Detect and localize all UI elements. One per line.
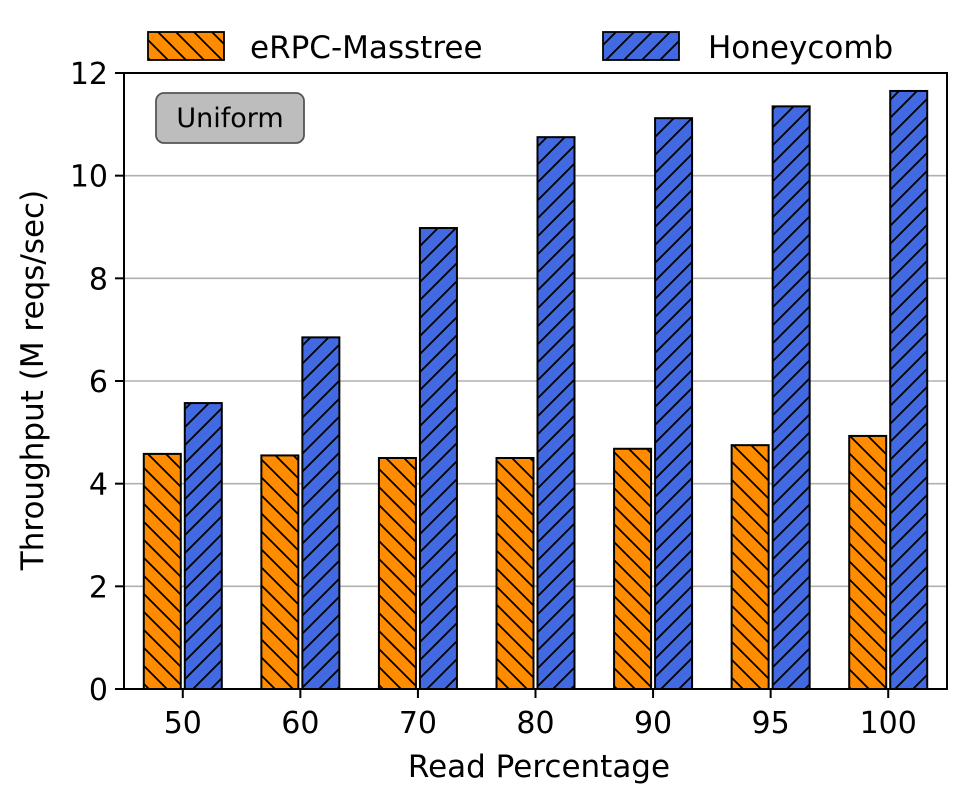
x-tick-label: 70 bbox=[399, 706, 437, 741]
bar-hatch-erpc-masstree-100 bbox=[848, 434, 888, 690]
y-tick-label: 4 bbox=[89, 468, 108, 503]
y-tick-label: 2 bbox=[89, 570, 108, 605]
annotation-box: Uniform bbox=[155, 92, 305, 144]
x-tick-label: 95 bbox=[752, 706, 790, 741]
legend-swatch-hatch-erpc-masstree bbox=[148, 32, 224, 60]
x-tick-label: 80 bbox=[516, 706, 554, 741]
bar-hatch-honeycomb-60 bbox=[301, 336, 341, 690]
axis-ticks: 0 2 4 6 8 10 12 50 60 70 80 90 95 100 bbox=[70, 57, 917, 741]
bar-hatch-erpc-masstree-60 bbox=[260, 454, 300, 690]
bar-hatch-erpc-masstree-70 bbox=[377, 457, 417, 690]
bar-hatch-honeycomb-80 bbox=[536, 136, 576, 690]
bar-hatch-honeycomb-95 bbox=[771, 105, 811, 691]
x-tick-label: 100 bbox=[860, 706, 917, 741]
annotation-text: Uniform bbox=[176, 103, 283, 134]
bar-hatch-honeycomb-90 bbox=[654, 117, 694, 690]
legend: eRPC-Masstree Honeycomb bbox=[147, 30, 893, 66]
bar-hatch-erpc-masstree-95 bbox=[730, 444, 770, 690]
bar-hatch-honeycomb-70 bbox=[418, 227, 458, 690]
y-tick-label: 6 bbox=[89, 365, 108, 400]
bar-hatch-honeycomb-100 bbox=[889, 89, 929, 690]
bar-hatch-erpc-masstree-50 bbox=[142, 452, 182, 691]
y-tick-label: 12 bbox=[70, 57, 108, 92]
y-tick-label: 8 bbox=[89, 262, 108, 297]
bar-hatch-erpc-masstree-80 bbox=[495, 457, 535, 690]
legend-label-honeycomb: Honeycomb bbox=[708, 30, 893, 66]
legend-label-erpc-masstree: eRPC-Masstree bbox=[250, 30, 483, 66]
x-axis-label: Read Percentage bbox=[408, 749, 670, 785]
grid-lines bbox=[124, 174, 947, 588]
x-tick-label: 50 bbox=[164, 706, 202, 741]
bar-hatch-erpc-masstree-90 bbox=[613, 447, 653, 691]
legend-swatch-hatch-honeycomb bbox=[603, 32, 679, 60]
y-tick-label: 0 bbox=[89, 673, 108, 708]
x-tick-label: 90 bbox=[634, 706, 672, 741]
y-axis-label: Throughput (M reqs/sec) bbox=[15, 190, 51, 571]
bars bbox=[142, 89, 929, 691]
x-tick-label: 60 bbox=[281, 706, 319, 741]
y-tick-label: 10 bbox=[70, 160, 108, 195]
bar-hatch-honeycomb-50 bbox=[183, 402, 223, 690]
